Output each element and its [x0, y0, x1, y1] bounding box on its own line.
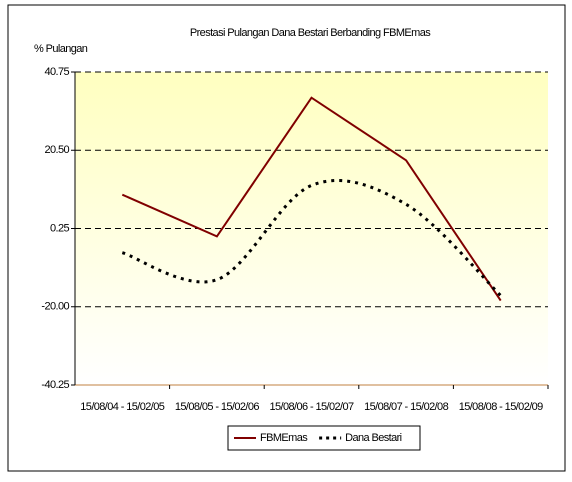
series-line [121, 96, 502, 302]
x-tick-label: 15/08/06 - 15/02/07 [269, 401, 353, 413]
y-tick-label: 40.75 [44, 66, 69, 78]
x-tick-label: 15/08/04 - 15/02/05 [80, 401, 164, 413]
series-line [121, 178, 502, 297]
chart-title: Prestasi Pulangan Dana Bestari Berbandin… [190, 27, 431, 39]
y-tick-label: 20.50 [44, 144, 69, 156]
x-tick-label: 15/08/08 - 15/02/09 [459, 401, 543, 413]
y-axis-label: % Pulangan [34, 43, 88, 55]
legend-box [227, 425, 421, 451]
x-tick-label: 15/08/05 - 15/02/06 [175, 401, 259, 413]
y-tick-label: -40.25 [41, 379, 69, 391]
y-tick-label: -20.00 [41, 301, 69, 313]
legend-label: Dana Bestari [345, 432, 402, 444]
x-tick-label: 15/08/07 - 15/02/08 [364, 401, 448, 413]
y-tick-label: 0.25 [50, 222, 69, 234]
legend-label: FBMEmas [260, 432, 308, 444]
